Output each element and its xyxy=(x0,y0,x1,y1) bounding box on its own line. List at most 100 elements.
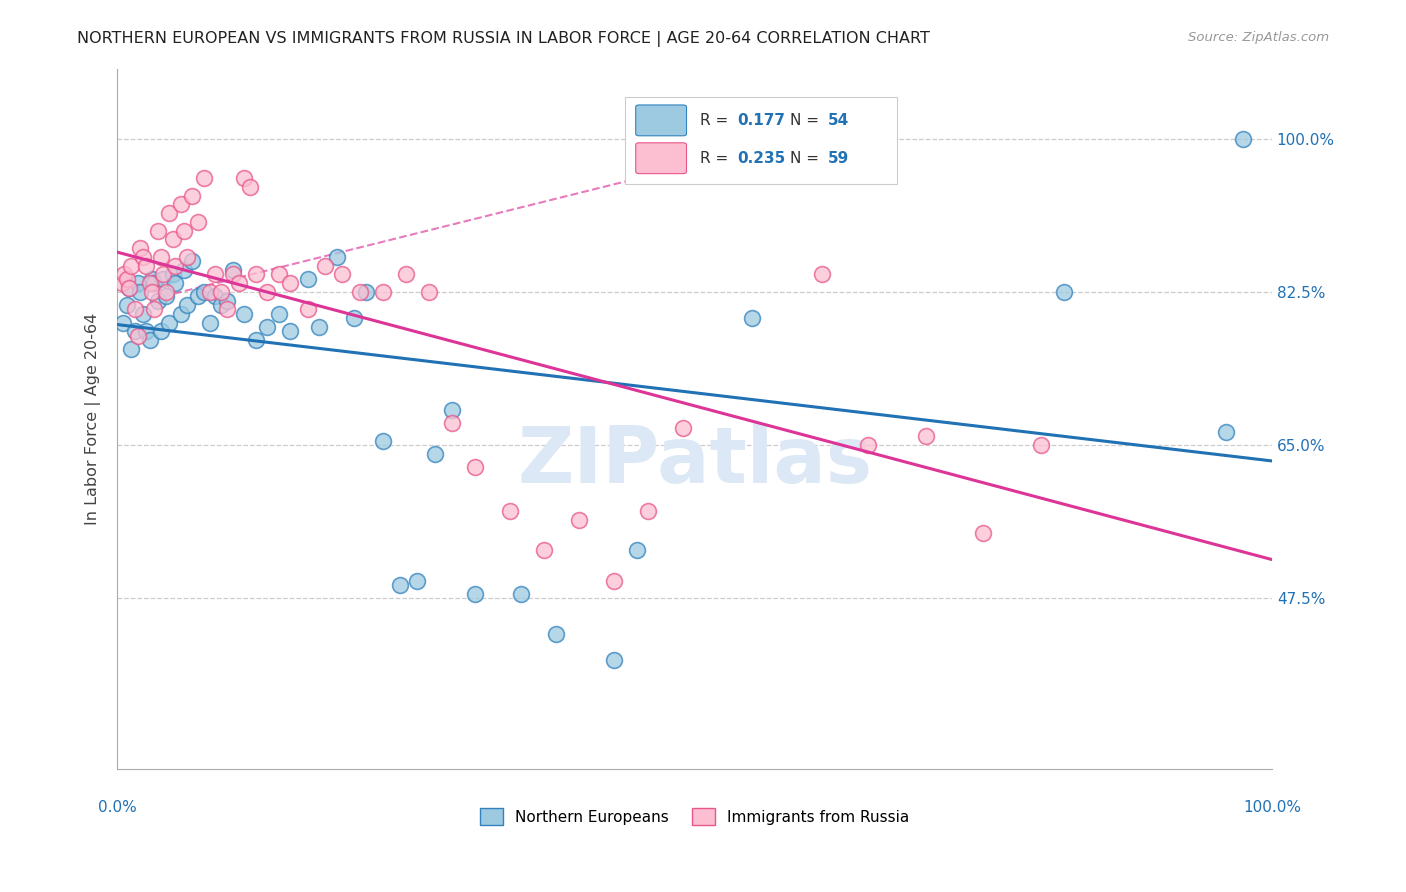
Point xyxy=(131,250,153,264)
Point xyxy=(423,447,446,461)
Point xyxy=(120,259,142,273)
Point xyxy=(181,254,204,268)
Point xyxy=(204,268,226,282)
Point xyxy=(464,587,486,601)
Point xyxy=(371,285,394,299)
Point xyxy=(215,293,238,308)
Point xyxy=(544,626,567,640)
Point xyxy=(129,285,152,299)
Point xyxy=(127,328,149,343)
Point xyxy=(752,131,775,145)
Point xyxy=(1029,438,1052,452)
Point xyxy=(146,223,169,237)
Text: N =: N = xyxy=(790,151,824,166)
Text: ZIPatlas: ZIPatlas xyxy=(517,423,872,499)
Point xyxy=(233,307,256,321)
Point xyxy=(152,268,174,282)
Point xyxy=(280,324,302,338)
Point xyxy=(112,268,135,282)
Point xyxy=(198,316,221,330)
Point xyxy=(155,285,177,299)
Point xyxy=(209,298,232,312)
Point xyxy=(173,263,195,277)
Point xyxy=(124,324,146,338)
Point xyxy=(112,316,135,330)
Point xyxy=(187,215,209,229)
Point xyxy=(222,268,245,282)
Point xyxy=(170,307,193,321)
FancyBboxPatch shape xyxy=(636,105,686,136)
Text: 0.0%: 0.0% xyxy=(98,800,136,815)
Point xyxy=(152,272,174,286)
Point xyxy=(115,272,138,286)
Point xyxy=(157,206,180,220)
Point xyxy=(672,420,695,434)
Point xyxy=(193,285,215,299)
Point xyxy=(215,302,238,317)
Point xyxy=(138,333,160,347)
Text: 0.235: 0.235 xyxy=(737,151,786,166)
Point xyxy=(1232,131,1254,145)
Point xyxy=(603,653,626,667)
Point xyxy=(406,574,429,588)
Point xyxy=(395,268,418,282)
Point xyxy=(464,460,486,475)
Point xyxy=(135,324,157,338)
Point xyxy=(170,197,193,211)
Point xyxy=(204,289,226,303)
FancyBboxPatch shape xyxy=(626,96,897,184)
Point xyxy=(267,307,290,321)
Point xyxy=(603,574,626,588)
Point xyxy=(163,276,186,290)
Text: R =: R = xyxy=(700,151,734,166)
Point xyxy=(181,188,204,202)
Legend: Northern Europeans, Immigrants from Russia: Northern Europeans, Immigrants from Russ… xyxy=(479,808,910,825)
Point xyxy=(245,333,267,347)
Point xyxy=(389,578,412,592)
Point xyxy=(129,241,152,255)
Point xyxy=(499,504,522,518)
Point xyxy=(150,250,173,264)
Point xyxy=(173,223,195,237)
Point xyxy=(131,307,153,321)
Point xyxy=(914,429,936,443)
Point xyxy=(349,285,371,299)
Point xyxy=(1053,285,1076,299)
Point xyxy=(163,259,186,273)
Point xyxy=(141,272,163,286)
Point xyxy=(150,324,173,338)
Point xyxy=(135,259,157,273)
Point xyxy=(120,342,142,356)
Point xyxy=(162,268,184,282)
Text: 54: 54 xyxy=(827,113,849,128)
Point xyxy=(143,302,166,317)
Point xyxy=(441,417,464,431)
Point xyxy=(297,302,319,317)
Text: NORTHERN EUROPEAN VS IMMIGRANTS FROM RUSSIA IN LABOR FORCE | AGE 20-64 CORRELATI: NORTHERN EUROPEAN VS IMMIGRANTS FROM RUS… xyxy=(77,31,931,47)
Point xyxy=(115,298,138,312)
FancyBboxPatch shape xyxy=(636,143,686,174)
Point xyxy=(332,268,354,282)
Point xyxy=(111,276,134,290)
Point xyxy=(510,587,533,601)
Point xyxy=(568,513,591,527)
Point xyxy=(233,171,256,186)
Text: 0.177: 0.177 xyxy=(737,113,786,128)
Point xyxy=(626,543,648,558)
Point xyxy=(146,293,169,308)
Point xyxy=(314,259,336,273)
Point xyxy=(118,280,141,294)
Point xyxy=(209,285,232,299)
Point xyxy=(856,438,879,452)
Point xyxy=(308,320,330,334)
Point xyxy=(441,403,464,417)
Text: 100.0%: 100.0% xyxy=(1243,800,1301,815)
Point xyxy=(176,298,198,312)
Point xyxy=(972,525,994,540)
Point xyxy=(533,543,555,558)
Point xyxy=(138,276,160,290)
Point xyxy=(239,179,262,194)
Point xyxy=(637,504,659,518)
Point xyxy=(187,289,209,303)
Point xyxy=(118,280,141,294)
